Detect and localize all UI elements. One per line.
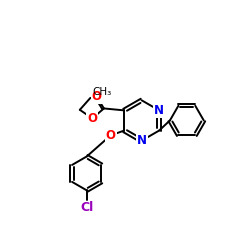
Text: Cl: Cl: [80, 201, 93, 214]
Text: N: N: [154, 104, 164, 117]
Text: CH₃: CH₃: [92, 86, 111, 97]
Text: O: O: [106, 129, 116, 142]
Text: N: N: [136, 134, 146, 147]
Text: O: O: [92, 90, 102, 103]
Text: O: O: [87, 112, 97, 125]
